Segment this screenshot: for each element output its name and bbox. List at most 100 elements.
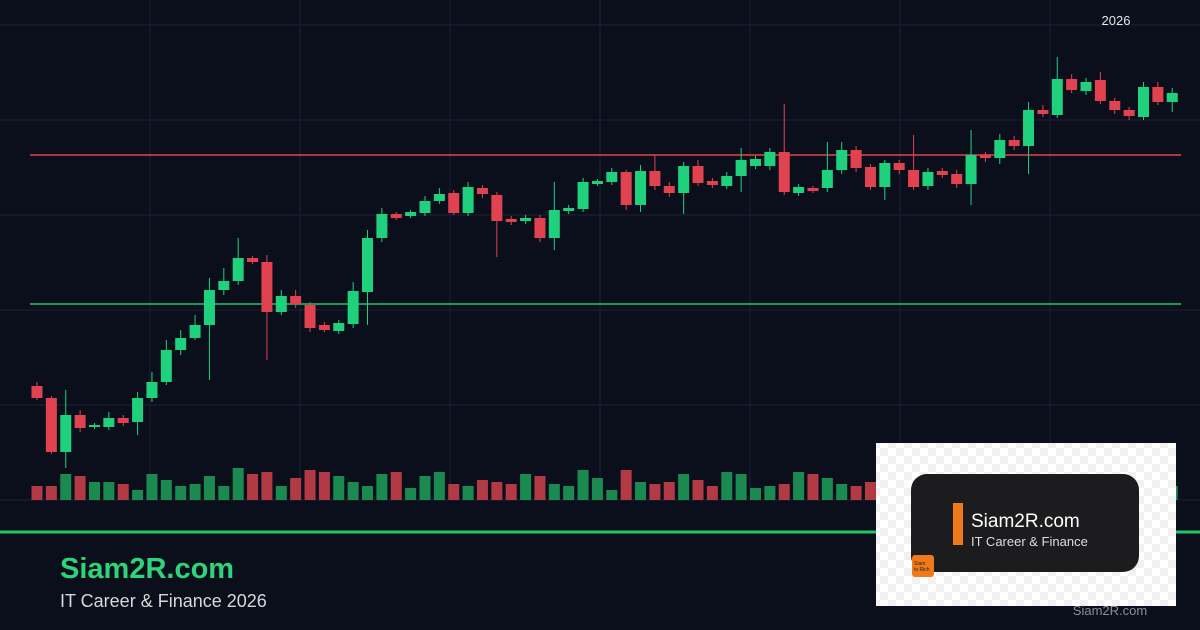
- volume-bar: [692, 480, 704, 500]
- candle-body: [821, 170, 833, 188]
- candle-body: [620, 172, 632, 205]
- candle-body: [793, 187, 805, 193]
- candle-body: [1152, 87, 1164, 102]
- candle-body: [462, 187, 474, 213]
- grid: [0, 0, 1200, 501]
- candle-body: [31, 386, 43, 398]
- candle-body: [1109, 101, 1121, 110]
- candle-body: [1037, 110, 1049, 114]
- candle-body: [1051, 79, 1063, 115]
- volume-bar: [419, 476, 431, 500]
- candle-body: [146, 382, 158, 398]
- candle-body: [45, 398, 57, 452]
- candle-body: [1023, 110, 1035, 146]
- volume-bar: [620, 470, 632, 500]
- candle-body: [908, 170, 920, 187]
- volume-bar: [304, 470, 316, 500]
- volume-bar: [591, 478, 603, 500]
- volume-bar: [45, 486, 57, 500]
- candle-body: [1094, 80, 1106, 101]
- volume-bar: [864, 482, 876, 500]
- volume-bar: [247, 474, 259, 500]
- volume-bar: [318, 472, 330, 500]
- candle-body: [505, 219, 517, 222]
- volume-bar: [88, 482, 100, 500]
- candle-body: [563, 208, 575, 211]
- volume-bar: [448, 484, 460, 500]
- volume-bar: [160, 480, 172, 500]
- volume-bar: [218, 486, 230, 500]
- candle-body: [1137, 87, 1149, 117]
- year-label: 2026: [1102, 13, 1131, 28]
- volume-bar: [203, 476, 215, 500]
- candle-body: [318, 325, 330, 330]
- candle-body: [275, 296, 287, 312]
- candle-body: [1123, 110, 1135, 116]
- candle-body: [879, 163, 891, 187]
- candle-body: [347, 291, 359, 324]
- candle-body: [850, 150, 862, 168]
- logo-badge-top: Siam: [914, 561, 925, 567]
- candle-body: [491, 195, 503, 221]
- candle-body: [520, 218, 532, 221]
- volume-bar: [678, 474, 690, 500]
- candle-body: [362, 238, 374, 292]
- candle-body: [1066, 79, 1078, 90]
- candle-body: [218, 281, 230, 290]
- logo-bar: [953, 503, 963, 545]
- volume-bar: [721, 472, 733, 500]
- volume-bar: [31, 486, 43, 500]
- candle-body: [591, 181, 603, 184]
- candle-body: [448, 193, 460, 213]
- volume-bar: [433, 472, 445, 500]
- volume-bar: [74, 476, 86, 500]
- candle-body: [419, 201, 431, 213]
- volume-bar: [232, 468, 244, 500]
- candle-body: [1166, 93, 1178, 102]
- candle-body: [663, 186, 675, 193]
- candle-body: [1008, 140, 1020, 146]
- volume-bar: [606, 490, 618, 500]
- candle-body: [189, 325, 201, 338]
- volume-bar: [189, 484, 201, 500]
- candle-body: [778, 152, 790, 192]
- candle-body: [261, 262, 273, 312]
- candle-body: [117, 418, 129, 423]
- volume-bar: [850, 486, 862, 500]
- candle-body: [764, 152, 776, 166]
- volume-bar: [520, 474, 532, 500]
- candle-body: [1080, 82, 1092, 91]
- candle-body: [476, 188, 488, 194]
- volume-bar: [362, 486, 374, 500]
- candle-body: [88, 425, 100, 427]
- candle-body: [376, 214, 388, 238]
- volume-bar: [750, 488, 761, 500]
- candle-body: [807, 188, 819, 191]
- volume-bar: [175, 486, 187, 500]
- candle-body: [606, 172, 618, 182]
- candle-body: [721, 176, 733, 186]
- candle-body: [965, 155, 977, 184]
- logo: Siam2R.com IT Career & Finance Siam to R…: [876, 443, 1176, 618]
- candle-body: [405, 212, 417, 216]
- logo-name: Siam2R.com: [971, 511, 1080, 532]
- volume-bar: [548, 484, 560, 500]
- volume-bar: [635, 482, 647, 500]
- volume-bar: [821, 478, 833, 500]
- volume-bar: [347, 482, 359, 500]
- volume-bar: [333, 476, 345, 500]
- brand-tagline: IT Career & Finance 2026: [60, 591, 267, 611]
- volume-bar: [649, 484, 661, 500]
- volume-bar: [563, 486, 575, 500]
- candle-body: [936, 171, 948, 175]
- candle-body: [649, 171, 661, 186]
- volume-bar: [706, 486, 718, 500]
- volume-bar: [261, 472, 273, 500]
- volume-bar: [60, 474, 72, 500]
- candle-body: [893, 163, 905, 170]
- volume-bar: [505, 484, 517, 500]
- brand-name: Siam2R.com: [60, 553, 234, 585]
- volume-bar: [764, 486, 776, 500]
- volume-bar: [390, 472, 402, 500]
